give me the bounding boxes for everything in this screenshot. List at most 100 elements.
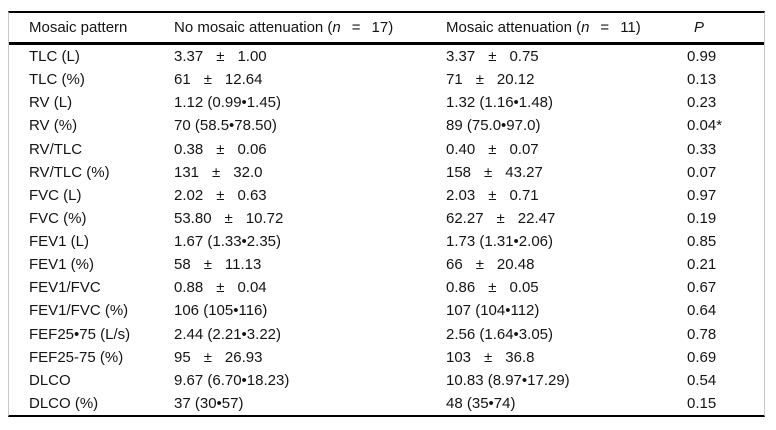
no-mosaic-value-cell: 131 ±32.0 <box>174 164 446 181</box>
mosaic-value-cell: 0.40 ±0.07 <box>446 141 687 158</box>
mosaic-value-cell: 2.03 ±0.71 <box>446 187 687 204</box>
no-mosaic-value-cell: 2.44 (2.21•3.22) <box>174 326 446 343</box>
cell-sd: 36.8 <box>505 348 535 366</box>
row-label: FEV1 (L) <box>29 233 90 251</box>
cell-sd: 0.75 <box>509 48 539 66</box>
cell-sd: 0.05 <box>509 279 539 297</box>
table-row: FVC (L) 2.02 ±0.63 2.03 ±0.71 0.97 <box>9 184 764 207</box>
plus-minus-symbol: ± <box>488 140 497 158</box>
p-value-cell: 0.19 <box>687 209 717 227</box>
table-row: RV/TLC 0.38 ±0.06 0.40 ±0.07 0.33 <box>9 138 764 161</box>
header-mosaic-equals: = <box>600 19 610 36</box>
no-mosaic-value-cell: 53.80 ±10.72 <box>174 210 446 227</box>
plus-minus-symbol: ± <box>484 163 493 181</box>
cell-mean: 3.37 <box>446 48 476 66</box>
plus-minus-symbol: ± <box>488 279 497 297</box>
cell-mean: 71 <box>446 71 463 89</box>
mosaic-value-cell: 62.27 ±22.47 <box>446 210 687 227</box>
plus-minus-symbol: ± <box>488 186 497 204</box>
header-mosaic-attenuation: Mosaic attenuation (n = 11) <box>446 19 687 36</box>
header-mosaic-n: n <box>581 19 590 36</box>
cell-mean: 0.40 <box>446 140 476 158</box>
cell-value: 1.73 (1.31•2.06) <box>446 233 553 251</box>
header-no-mosaic-pre: No mosaic attenuation ( <box>174 19 333 36</box>
cell-sd: 20.48 <box>496 256 535 274</box>
cell-value: 89 (75.0•97.0) <box>446 117 541 135</box>
row-label: TLC (%) <box>29 71 85 89</box>
p-value-cell: 0.69 <box>687 348 717 366</box>
p-value-cell: 0.97 <box>687 186 717 204</box>
mosaic-value-cell: 158 ±43.27 <box>446 164 687 181</box>
p-value-cell: 0.54 <box>687 371 717 389</box>
cell-sd: 43.27 <box>505 163 543 181</box>
cell-sd: 0.63 <box>237 186 267 204</box>
plus-minus-symbol: ± <box>475 71 484 89</box>
row-label: RV (L) <box>29 94 73 112</box>
table-header-row: Mosaic pattern No mosaic attenuation (n =… <box>9 13 764 45</box>
mosaic-value-cell: 66 ±20.48 <box>446 256 687 273</box>
mosaic-value-cell: 10.83 (8.97•17.29) <box>446 372 687 389</box>
mosaic-value-cell: 107 (104•112) <box>446 302 687 319</box>
table-row: FEF25•75 (L/s) 2.44 (2.21•3.22) 2.56 (1.… <box>9 323 764 346</box>
mosaic-value-cell: 89 (75.0•97.0) <box>446 117 687 134</box>
cell-sd: 0.07 <box>509 140 539 158</box>
plus-minus-symbol: ± <box>484 348 493 366</box>
mosaic-value-cell: 1.73 (1.31•2.06) <box>446 233 687 250</box>
plus-minus-symbol: ± <box>216 48 225 66</box>
plus-minus-symbol: ± <box>203 71 212 89</box>
mosaic-value-cell: 0.86 ±0.05 <box>446 279 687 296</box>
row-label: DLCO <box>29 371 71 389</box>
row-label: FEV1/FVC <box>29 279 101 297</box>
cell-value: 2.56 (1.64•3.05) <box>446 325 553 343</box>
cell-sd: 11.13 <box>224 256 262 274</box>
cell-value: 106 (105•116) <box>174 302 268 320</box>
row-label: FEV1/FVC (%) <box>29 302 129 320</box>
header-p-value: P <box>694 19 705 36</box>
row-label: RV/TLC (%) <box>29 163 110 181</box>
no-mosaic-value-cell: 0.38 ±0.06 <box>174 141 446 158</box>
p-value-cell: 0.15 <box>687 394 717 412</box>
plus-minus-symbol: ± <box>475 256 484 274</box>
cell-value: 107 (104•112) <box>446 302 540 320</box>
cell-sd: 12.64 <box>224 71 263 89</box>
row-label: FEF25-75 (%) <box>29 348 124 366</box>
plus-minus-symbol: ± <box>488 48 497 66</box>
row-label: FEF25•75 (L/s) <box>29 325 131 343</box>
no-mosaic-value-cell: 1.67 (1.33•2.35) <box>174 233 446 250</box>
plus-minus-symbol: ± <box>496 209 505 227</box>
cell-mean: 0.88 <box>174 279 204 297</box>
cell-value: 2.44 (2.21•3.22) <box>174 325 281 343</box>
cell-value: 48 (35•74) <box>446 394 516 412</box>
table-row: RV/TLC (%) 131 ±32.0 158 ±43.27 0.07 <box>9 161 764 184</box>
no-mosaic-value-cell: 61 ±12.64 <box>174 71 446 88</box>
plus-minus-symbol: ± <box>203 348 212 366</box>
no-mosaic-value-cell: 95 ±26.93 <box>174 349 446 366</box>
cell-mean: 62.27 <box>446 209 484 227</box>
plus-minus-symbol: ± <box>216 140 225 158</box>
p-value-cell: 0.13 <box>687 71 717 89</box>
cell-sd: 32.0 <box>233 163 263 181</box>
row-label: TLC (L) <box>29 48 80 66</box>
cell-sd: 0.04 <box>237 279 267 297</box>
cell-value: 1.67 (1.33•2.35) <box>174 233 281 251</box>
cell-sd: 26.93 <box>224 348 263 366</box>
p-value-cell: 0.21 <box>687 256 717 274</box>
table-row: RV (L) 1.12 (0.99•1.45) 1.32 (1.16•1.48)… <box>9 91 764 114</box>
cell-mean: 0.38 <box>174 140 204 158</box>
cell-value: 37 (30•57) <box>174 394 244 412</box>
plus-minus-symbol: ± <box>216 279 225 297</box>
cell-mean: 95 <box>174 348 191 366</box>
p-value-cell: 0.23 <box>687 94 717 112</box>
row-label: RV (%) <box>29 117 78 135</box>
table-row: FEV1/FVC (%) 106 (105•116) 107 (104•112)… <box>9 299 764 322</box>
p-value-cell: 0.67 <box>687 279 717 297</box>
table-row: TLC (%) 61 ±12.64 71 ±20.12 0.13 <box>9 68 764 91</box>
cell-mean: 2.03 <box>446 186 476 204</box>
mosaic-value-cell: 1.32 (1.16•1.48) <box>446 94 687 111</box>
cell-mean: 58 <box>174 256 191 274</box>
header-no-mosaic-attenuation: No mosaic attenuation (n = 17) <box>174 19 446 36</box>
header-no-mosaic-n: n <box>332 19 341 36</box>
plus-minus-symbol: ± <box>224 209 233 227</box>
results-table: Mosaic pattern No mosaic attenuation (n =… <box>8 11 765 417</box>
row-label: FVC (%) <box>29 209 87 227</box>
